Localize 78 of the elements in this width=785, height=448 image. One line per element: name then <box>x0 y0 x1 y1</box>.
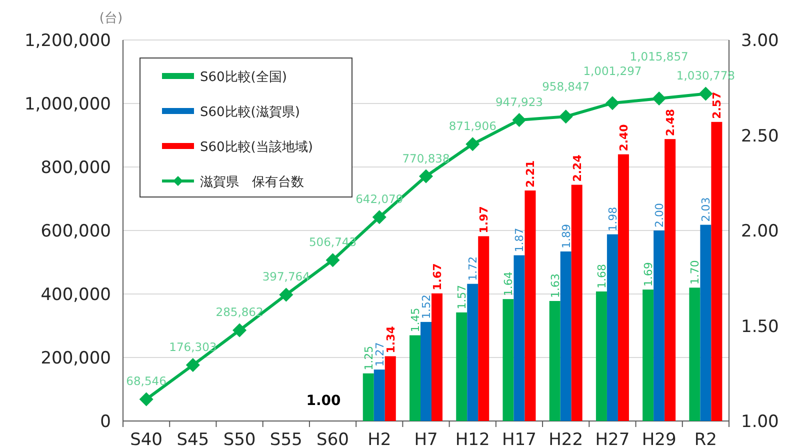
data-label: 285,862 <box>216 305 264 320</box>
point <box>372 210 386 224</box>
data-label: 947,923 <box>495 95 544 110</box>
point <box>558 110 573 124</box>
y2-tick-label: 3.00 <box>741 31 779 51</box>
data-label: 2.24 <box>570 154 584 182</box>
data-label: 1.89 <box>560 224 573 248</box>
x-tick-label: H27 <box>595 430 630 448</box>
data-label: 397,764 <box>262 270 310 284</box>
data-label: 1.45 <box>409 308 422 332</box>
data-label: 2.57 <box>710 92 724 119</box>
legend-label: 滋賀県 保有台数 <box>200 175 304 190</box>
data-label: 1.25 <box>362 346 376 370</box>
annotation: 1.00 <box>306 393 342 409</box>
x-tick-label: H2 <box>368 430 392 448</box>
y2-tick-label: 1.50 <box>741 316 779 337</box>
data-label: 1.70 <box>688 260 702 285</box>
data-label: 1.52 <box>420 294 433 319</box>
y-tick-label: 1,000,000 <box>24 94 111 114</box>
point <box>466 137 480 152</box>
data-label: 1.34 <box>384 326 398 354</box>
data-label: 1,015,857 <box>630 49 688 64</box>
data-label: 1.87 <box>513 228 526 252</box>
data-label: 2.03 <box>700 197 713 222</box>
point <box>279 288 294 302</box>
data-label: 1.68 <box>595 264 608 288</box>
y-tick-label: 400,000 <box>40 285 111 305</box>
data-label: 1.27 <box>373 342 386 367</box>
point <box>186 358 200 372</box>
data-label: 2.40 <box>617 124 630 152</box>
y2-tick-label: 2.00 <box>741 222 779 242</box>
data-label: 770,838 <box>402 151 450 166</box>
data-label: 1.63 <box>548 273 562 298</box>
point <box>652 91 666 106</box>
point <box>419 169 433 184</box>
point <box>139 392 154 406</box>
x-tick-label: S45 <box>176 430 210 448</box>
y-tick-label: 800,000 <box>40 158 111 178</box>
x-tick-label: S60 <box>316 430 349 448</box>
data-label: 176,303 <box>169 340 217 354</box>
x-tick-label: S50 <box>223 430 256 448</box>
data-label: 1,001,297 <box>583 64 642 78</box>
data-label: 1.69 <box>642 262 656 287</box>
data-label: 1.97 <box>478 206 491 234</box>
x-tick-label: R2 <box>694 430 718 448</box>
data-label: 1.72 <box>466 256 480 281</box>
legend-label: S60比較(全国) <box>200 70 287 85</box>
data-label: 1.57 <box>456 284 469 310</box>
y-axis-title: (台) <box>99 11 123 26</box>
x-tick-label: H17 <box>502 430 536 448</box>
data-label: 1.98 <box>606 206 620 232</box>
data-label: 2.21 <box>524 160 538 188</box>
point <box>512 113 526 128</box>
x-tick-label: H7 <box>414 430 438 448</box>
data-label: 871,906 <box>448 119 496 134</box>
data-label: 68,546 <box>126 374 166 388</box>
y-tick-label: 600,000 <box>40 222 111 242</box>
x-tick-label: H12 <box>455 430 490 448</box>
legend-label: S60比較(滋賀県) <box>200 105 300 120</box>
data-label: 2.48 <box>664 108 678 136</box>
point <box>698 86 713 101</box>
point <box>326 253 340 268</box>
x-tick-label: S55 <box>270 430 302 448</box>
data-label: 1.64 <box>502 272 516 296</box>
data-label: 2.00 <box>653 203 666 228</box>
y2-tick-label: 2.50 <box>741 126 779 146</box>
x-tick-label: S40 <box>130 430 163 448</box>
y-tick-label: 1,200,000 <box>24 31 111 51</box>
x-tick-label: H22 <box>548 430 584 448</box>
y2-tick-label: 1.00 <box>741 412 779 432</box>
y-tick-label: 0 <box>100 412 111 432</box>
y-tick-label: 200,000 <box>40 348 111 368</box>
legend-label: S60比較(当該地域) <box>200 139 313 155</box>
data-label: 1.67 <box>431 263 444 290</box>
x-tick-label: H29 <box>642 430 676 448</box>
point <box>605 96 620 110</box>
point <box>232 323 247 338</box>
data-label: 958,847 <box>542 80 590 94</box>
